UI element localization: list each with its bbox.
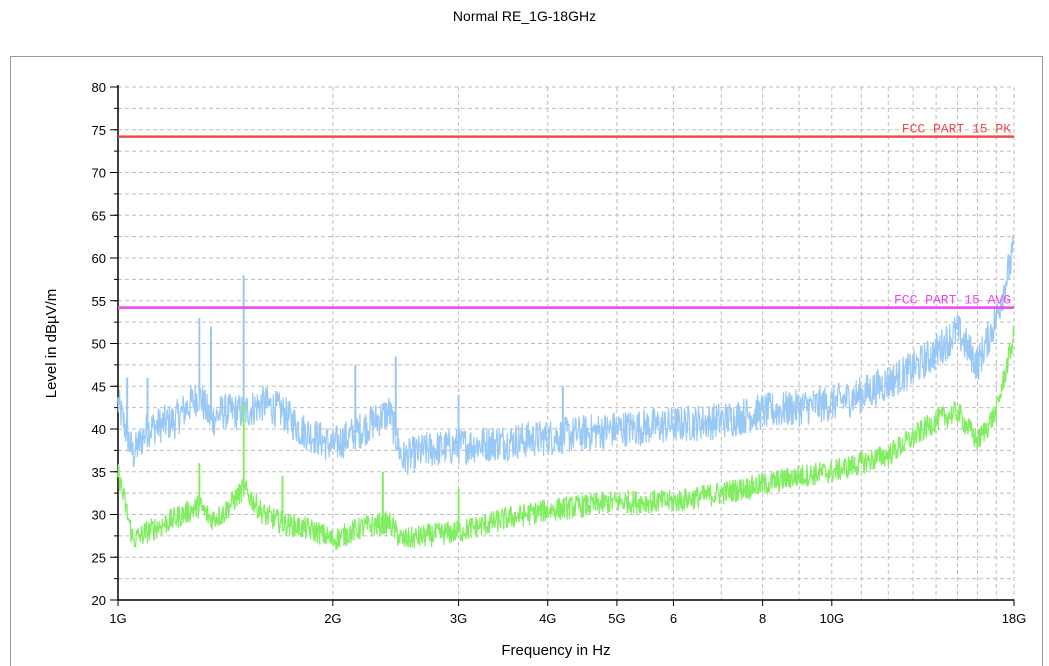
x-tick-label: 1G <box>109 611 126 626</box>
chart-frame <box>10 56 1043 666</box>
x-tick-label: 2G <box>324 611 341 626</box>
y-tick-label: 45 <box>92 379 106 394</box>
average-series-line <box>117 325 1015 551</box>
x-tick-label: 18G <box>1002 611 1027 626</box>
x-tick-label: 10G <box>820 611 845 626</box>
x-axis-title: Frequency in Hz <box>501 642 610 659</box>
y-tick-label: 35 <box>92 465 106 480</box>
y-tick-label: 50 <box>92 337 106 352</box>
y-tick-label: 75 <box>92 123 106 138</box>
peak-series-line <box>117 235 1015 476</box>
y-tick-label: 30 <box>92 508 106 523</box>
avg-limit-label: FCC PART 15 AVG <box>894 293 1011 308</box>
chart-title: Normal RE_1G-18GHz <box>452 8 597 24</box>
y-tick-label: 25 <box>92 550 106 565</box>
y-tick-label: 65 <box>92 208 106 223</box>
pk-limit-label: FCC PART 15 PK <box>902 122 1011 137</box>
x-tick-label: 4G <box>539 611 556 626</box>
y-tick-label: 80 <box>92 80 106 95</box>
y-tick-label: 55 <box>92 294 106 309</box>
y-tick-label: 70 <box>92 166 106 181</box>
x-tick-label: 6 <box>670 611 677 626</box>
y-tick-label: 40 <box>92 422 106 437</box>
x-tick-label: 8 <box>759 611 766 626</box>
y-tick-label: 20 <box>92 593 106 608</box>
y-axis-title: Level in dBµV/m <box>43 289 60 399</box>
x-tick-label: 5G <box>608 611 625 626</box>
y-tick-label: 60 <box>92 251 106 266</box>
x-tick-label: 3G <box>450 611 467 626</box>
